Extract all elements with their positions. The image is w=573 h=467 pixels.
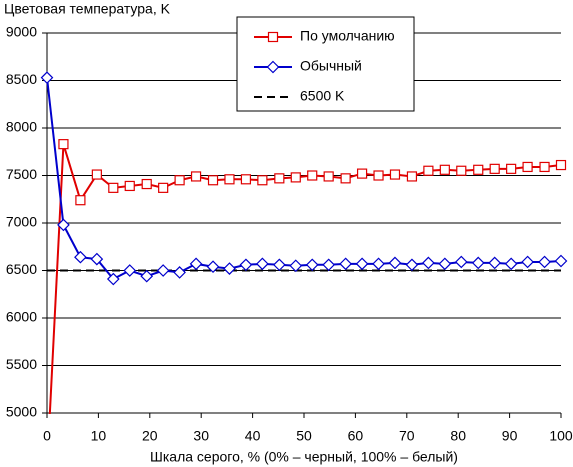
marker	[423, 165, 434, 176]
y-tick-label: 6000	[6, 309, 37, 325]
marker	[471, 256, 485, 270]
marker	[388, 256, 402, 270]
y-tick-label: 5000	[6, 404, 37, 420]
x-tick-label: 50	[296, 428, 312, 444]
marker	[57, 218, 70, 232]
x-tick-label: 90	[502, 428, 518, 444]
marker	[206, 260, 220, 274]
marker	[356, 168, 368, 179]
marker	[422, 256, 435, 270]
plot-area	[40, 71, 568, 414]
marker	[266, 60, 280, 74]
marker	[257, 175, 268, 186]
marker	[156, 264, 170, 277]
marker	[158, 182, 169, 193]
marker	[323, 171, 334, 182]
marker	[224, 174, 235, 185]
x-tick-label: 0	[43, 428, 51, 444]
marker	[305, 258, 319, 272]
y-axis-title: Цветовая температура, K	[4, 1, 171, 17]
x-tick-label: 10	[91, 428, 107, 444]
marker	[489, 163, 500, 174]
y-tick-label: 9000	[6, 24, 37, 40]
marker	[488, 256, 502, 270]
marker	[290, 172, 301, 183]
marker	[90, 252, 104, 266]
x-axis-title: Шкала серого, % (0% – черный, 100% – бел…	[150, 449, 458, 465]
marker	[240, 174, 252, 185]
y-tick-label: 6500	[6, 261, 37, 277]
marker	[539, 161, 550, 173]
x-tick-label: 100	[549, 428, 573, 444]
marker	[438, 257, 452, 271]
marker	[554, 254, 568, 268]
legend-label: По умолчанию	[300, 28, 395, 44]
marker	[322, 258, 336, 272]
y-tick-label: 5500	[6, 356, 37, 372]
marker	[504, 257, 518, 271]
marker	[339, 257, 352, 271]
marker	[389, 169, 401, 180]
legend-label: 6500 K	[300, 88, 345, 104]
y-tick-label: 7500	[6, 166, 37, 182]
marker	[456, 165, 467, 176]
series-line	[48, 143, 562, 414]
marker	[256, 257, 269, 271]
x-tick-label: 60	[348, 428, 364, 444]
marker	[40, 71, 54, 84]
marker	[521, 255, 534, 269]
marker	[473, 164, 484, 175]
marker	[223, 262, 236, 275]
marker	[340, 173, 351, 184]
marker	[239, 258, 253, 272]
marker	[439, 164, 450, 175]
marker	[91, 169, 102, 180]
legend-box	[236, 16, 415, 112]
marker	[307, 170, 318, 181]
marker	[174, 175, 185, 186]
marker	[267, 31, 279, 43]
marker	[406, 171, 418, 182]
marker	[123, 264, 137, 277]
marker	[190, 171, 202, 182]
y-tick-label: 7000	[6, 214, 37, 230]
marker	[124, 180, 135, 192]
marker	[274, 173, 285, 184]
marker	[405, 258, 419, 272]
marker	[454, 255, 468, 269]
marker	[372, 257, 385, 271]
marker	[373, 170, 384, 181]
marker	[58, 139, 69, 150]
x-tick-label: 80	[450, 428, 466, 444]
marker	[74, 250, 87, 264]
marker	[207, 175, 219, 186]
marker	[189, 257, 203, 271]
y-tick-label: 8000	[6, 119, 37, 135]
marker	[355, 257, 369, 271]
marker	[108, 182, 119, 193]
x-tick-label: 40	[245, 428, 261, 444]
y-tick-label: 8500	[6, 71, 37, 87]
x-tick-label: 30	[193, 428, 209, 444]
marker	[555, 159, 567, 171]
marker	[506, 163, 517, 174]
marker	[289, 259, 303, 273]
marker	[140, 269, 154, 283]
x-tick-label: 70	[399, 428, 415, 444]
marker	[538, 255, 551, 269]
marker	[141, 178, 152, 190]
marker	[272, 258, 286, 272]
marker	[522, 161, 533, 173]
legend-label: Обычный	[300, 58, 362, 74]
marker	[75, 195, 86, 206]
x-tick-label: 20	[142, 428, 158, 444]
marker	[173, 266, 186, 279]
marker	[106, 272, 120, 286]
